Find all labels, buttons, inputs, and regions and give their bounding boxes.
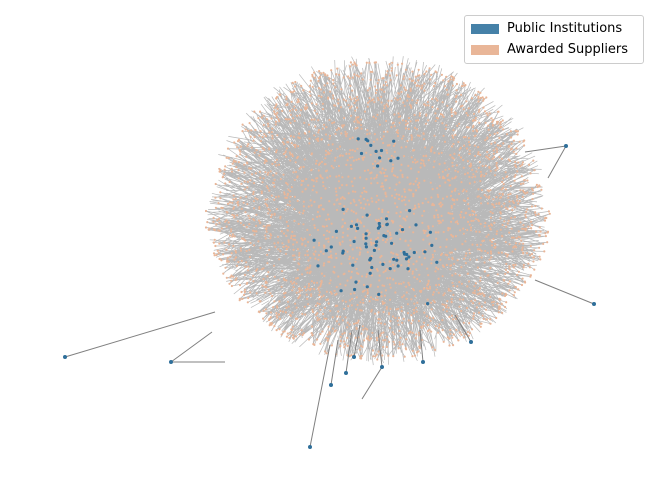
institution-node: [341, 207, 345, 211]
institution-node: [324, 249, 328, 253]
institution-node: [370, 265, 374, 270]
institution-node: [396, 264, 400, 268]
legend-swatch-public-institutions: [471, 24, 499, 34]
outlier-institution-node: [421, 360, 425, 364]
institution-node: [389, 159, 393, 163]
institution-node: [377, 221, 381, 226]
institution-node: [374, 243, 378, 247]
institution-node: [352, 239, 356, 244]
institution-node: [339, 289, 343, 293]
institution-node: [400, 228, 405, 232]
legend: Public Institutions Awarded Suppliers: [464, 15, 644, 64]
outlier-institution-node: [344, 371, 348, 375]
institution-node: [392, 139, 396, 143]
outlier-institution-node: [564, 144, 568, 148]
institution-node: [368, 271, 372, 275]
institution-node: [354, 280, 358, 284]
outlier-institution-node: [469, 340, 473, 344]
institution-node: [365, 285, 369, 289]
institution-node: [351, 263, 355, 267]
institution-node: [423, 250, 427, 254]
institution-node: [414, 223, 418, 227]
institution-node: [334, 229, 338, 233]
outlier-institution-node: [352, 355, 356, 359]
legend-item-awarded-suppliers: Awarded Suppliers: [471, 42, 628, 58]
institution-node: [368, 258, 372, 262]
institution-node: [354, 223, 359, 227]
outlier-institution-node: [592, 302, 596, 306]
institution-node: [403, 252, 407, 256]
institution-node: [378, 156, 382, 160]
institution-node: [408, 209, 412, 213]
institution-node: [349, 224, 353, 228]
institution-node: [430, 243, 434, 247]
outlier-institution-node: [329, 383, 333, 387]
institution-node: [379, 148, 384, 153]
institution-node: [407, 255, 411, 259]
institution-node: [382, 234, 386, 238]
institution-node: [392, 257, 396, 261]
institution-node: [359, 151, 364, 156]
institution-node: [364, 242, 368, 246]
institution-node: [312, 238, 316, 242]
supplier-nodes: [204, 61, 551, 361]
institution-node: [385, 223, 389, 227]
institution-node: [356, 226, 360, 230]
institution-node: [428, 230, 432, 234]
institution-node: [388, 267, 392, 271]
institution-node: [353, 287, 357, 292]
outlier-institution-node: [308, 445, 312, 449]
outlier-institution-node: [169, 360, 173, 364]
institution-node: [404, 257, 409, 261]
institution-node: [395, 231, 399, 235]
institution-node: [381, 262, 385, 266]
institution-node: [366, 139, 370, 143]
institution-node: [341, 251, 345, 255]
institution-node: [364, 232, 368, 236]
institution-node: [406, 267, 410, 271]
institution-node: [435, 260, 439, 264]
legend-label: Awarded Suppliers: [507, 42, 629, 57]
legend-label: Public Institutions: [507, 21, 623, 36]
institution-node: [377, 292, 381, 296]
institution-node: [395, 258, 399, 262]
outlier-layer: [63, 144, 596, 449]
institution-node: [356, 137, 360, 141]
institution-node: [365, 213, 369, 217]
outlier-institution-node: [380, 365, 384, 369]
institution-node: [329, 245, 333, 249]
institution-node: [378, 224, 382, 229]
institution-node: [369, 143, 373, 147]
legend-item-public-institutions: Public Institutions: [471, 21, 622, 37]
institution-node: [372, 248, 376, 252]
institution-node: [374, 149, 378, 153]
institution-node-layer: [312, 137, 439, 306]
institution-node: [390, 241, 394, 245]
institution-node: [426, 302, 430, 306]
outlier-institution-node: [63, 355, 67, 359]
supplier-node-layer: [204, 61, 551, 361]
institution-node: [376, 164, 380, 168]
institution-node: [396, 156, 400, 160]
institution-node: [316, 264, 320, 268]
outlier-edges: [64, 145, 595, 448]
institution-node: [384, 217, 389, 221]
legend-swatch-awarded-suppliers: [471, 45, 499, 55]
institution-node: [412, 250, 416, 255]
institution-node: [375, 240, 379, 244]
institution-node: [364, 236, 368, 240]
institution-node: [364, 245, 368, 249]
